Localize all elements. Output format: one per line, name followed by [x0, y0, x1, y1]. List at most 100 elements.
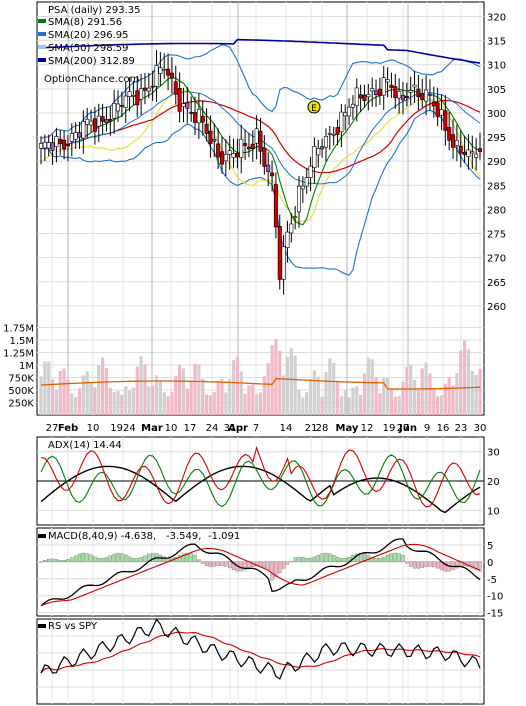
price-y-tick: 265	[487, 278, 506, 289]
macd-histogram-bar	[401, 555, 405, 562]
volume-bars	[39, 338, 482, 415]
volume-y-tick: 750K	[8, 374, 34, 385]
volume-bar	[266, 363, 270, 415]
volume-y-tick: 1.75M	[3, 324, 34, 335]
volume-bar	[174, 376, 178, 415]
x-tick-label: Jun	[398, 423, 417, 434]
volume-y-tick: 250K	[8, 399, 34, 410]
candle-body	[96, 115, 101, 127]
volume-bar	[116, 390, 120, 415]
candle-body	[362, 94, 367, 101]
macd-histogram-value: -1.091	[208, 531, 240, 542]
macd-histogram-bar	[389, 553, 394, 562]
candle-body	[185, 102, 190, 109]
candle-body	[231, 153, 236, 158]
macd-histogram-bar	[243, 561, 247, 571]
x-tick-label: Mar	[141, 423, 163, 434]
volume-bar	[178, 364, 182, 415]
candle-body	[416, 88, 421, 98]
candle-body	[462, 151, 467, 155]
candle-body	[277, 226, 282, 280]
volume-bar	[382, 377, 386, 415]
volume-bar	[170, 391, 174, 415]
volume-bar	[335, 380, 340, 415]
candle-body	[223, 154, 228, 162]
envelope-line	[40, 89, 481, 223]
volume-bar	[289, 348, 293, 415]
candle-body	[331, 133, 336, 136]
macd-histogram-bar	[162, 556, 166, 562]
candle-body	[219, 151, 224, 165]
volume-bar	[112, 392, 116, 415]
macd-histogram-bar	[397, 553, 401, 562]
volume-bar	[355, 386, 359, 415]
x-tick-label: 9	[424, 423, 430, 434]
x-tick-label: 28	[316, 423, 329, 434]
volume-bar	[235, 356, 239, 415]
volume-bar	[332, 362, 336, 415]
macd-histogram-bar	[108, 555, 112, 562]
candle-body	[85, 118, 90, 125]
volume-bar	[85, 371, 89, 415]
candle-body	[312, 146, 317, 168]
macd-histogram-bar	[181, 553, 186, 562]
macd-histogram-bar	[320, 553, 324, 562]
volume-bar	[43, 361, 47, 415]
candle-body	[385, 79, 390, 83]
macd-histogram-bar	[297, 556, 301, 562]
volume-bar	[339, 396, 343, 415]
x-tick-label: 1924	[110, 423, 135, 434]
macd-histogram-bar	[212, 561, 216, 567]
macd-histogram-bar	[58, 559, 62, 562]
candle-body	[323, 136, 328, 148]
macd-histogram-bar	[432, 561, 436, 568]
macd-histogram-bar	[474, 561, 478, 571]
macd-histogram-bar	[135, 558, 139, 562]
candle-body	[243, 143, 248, 146]
candle-body	[189, 112, 194, 114]
volume-bar	[101, 357, 105, 415]
macd-histogram-bar	[428, 561, 432, 567]
candle-body	[366, 94, 371, 98]
candle-body	[347, 106, 352, 117]
macd-histogram-bar	[316, 554, 320, 562]
candle-body	[65, 144, 70, 147]
volume-bar	[436, 395, 440, 415]
x-tick-label: 31	[224, 423, 237, 434]
macd-histogram-bar	[231, 561, 236, 570]
volume-bar	[231, 359, 236, 415]
volume-bar	[258, 392, 263, 415]
macd-histogram-bar	[204, 561, 209, 567]
candle-body	[69, 133, 74, 142]
macd-histogram-bar	[262, 561, 267, 569]
candle-body	[474, 153, 479, 158]
volume-bar	[312, 370, 317, 415]
candle-body	[139, 88, 144, 100]
volume-bar	[455, 373, 459, 415]
volume-bar	[370, 359, 374, 415]
price-y-tick: 270	[487, 254, 506, 265]
candle-body	[100, 116, 105, 122]
macd-histogram-bar	[343, 558, 347, 562]
macd-histogram-bar	[281, 561, 286, 569]
price-panel-frame	[36, 1, 485, 416]
candle-body	[297, 185, 302, 213]
candle-body	[166, 68, 171, 76]
adx-y-tick: 30	[487, 448, 500, 459]
macd-histogram-bar	[120, 553, 124, 562]
candle-body	[327, 133, 332, 135]
macd-histogram-bar	[370, 556, 374, 562]
volume-bar	[385, 377, 390, 415]
macd-histogram-bar	[116, 552, 120, 562]
legend-sma8: SMA(8) 291.56	[48, 17, 122, 28]
candle-body	[400, 94, 405, 101]
volume-bar	[216, 380, 220, 415]
volume-bar	[262, 375, 266, 415]
volume-average-line	[40, 377, 481, 390]
candle-body	[316, 148, 321, 156]
candle-body	[181, 103, 186, 107]
volume-bar	[74, 397, 78, 415]
volume-bar	[185, 388, 189, 415]
candle-body	[454, 139, 459, 146]
macd-histogram-bar	[420, 561, 424, 568]
